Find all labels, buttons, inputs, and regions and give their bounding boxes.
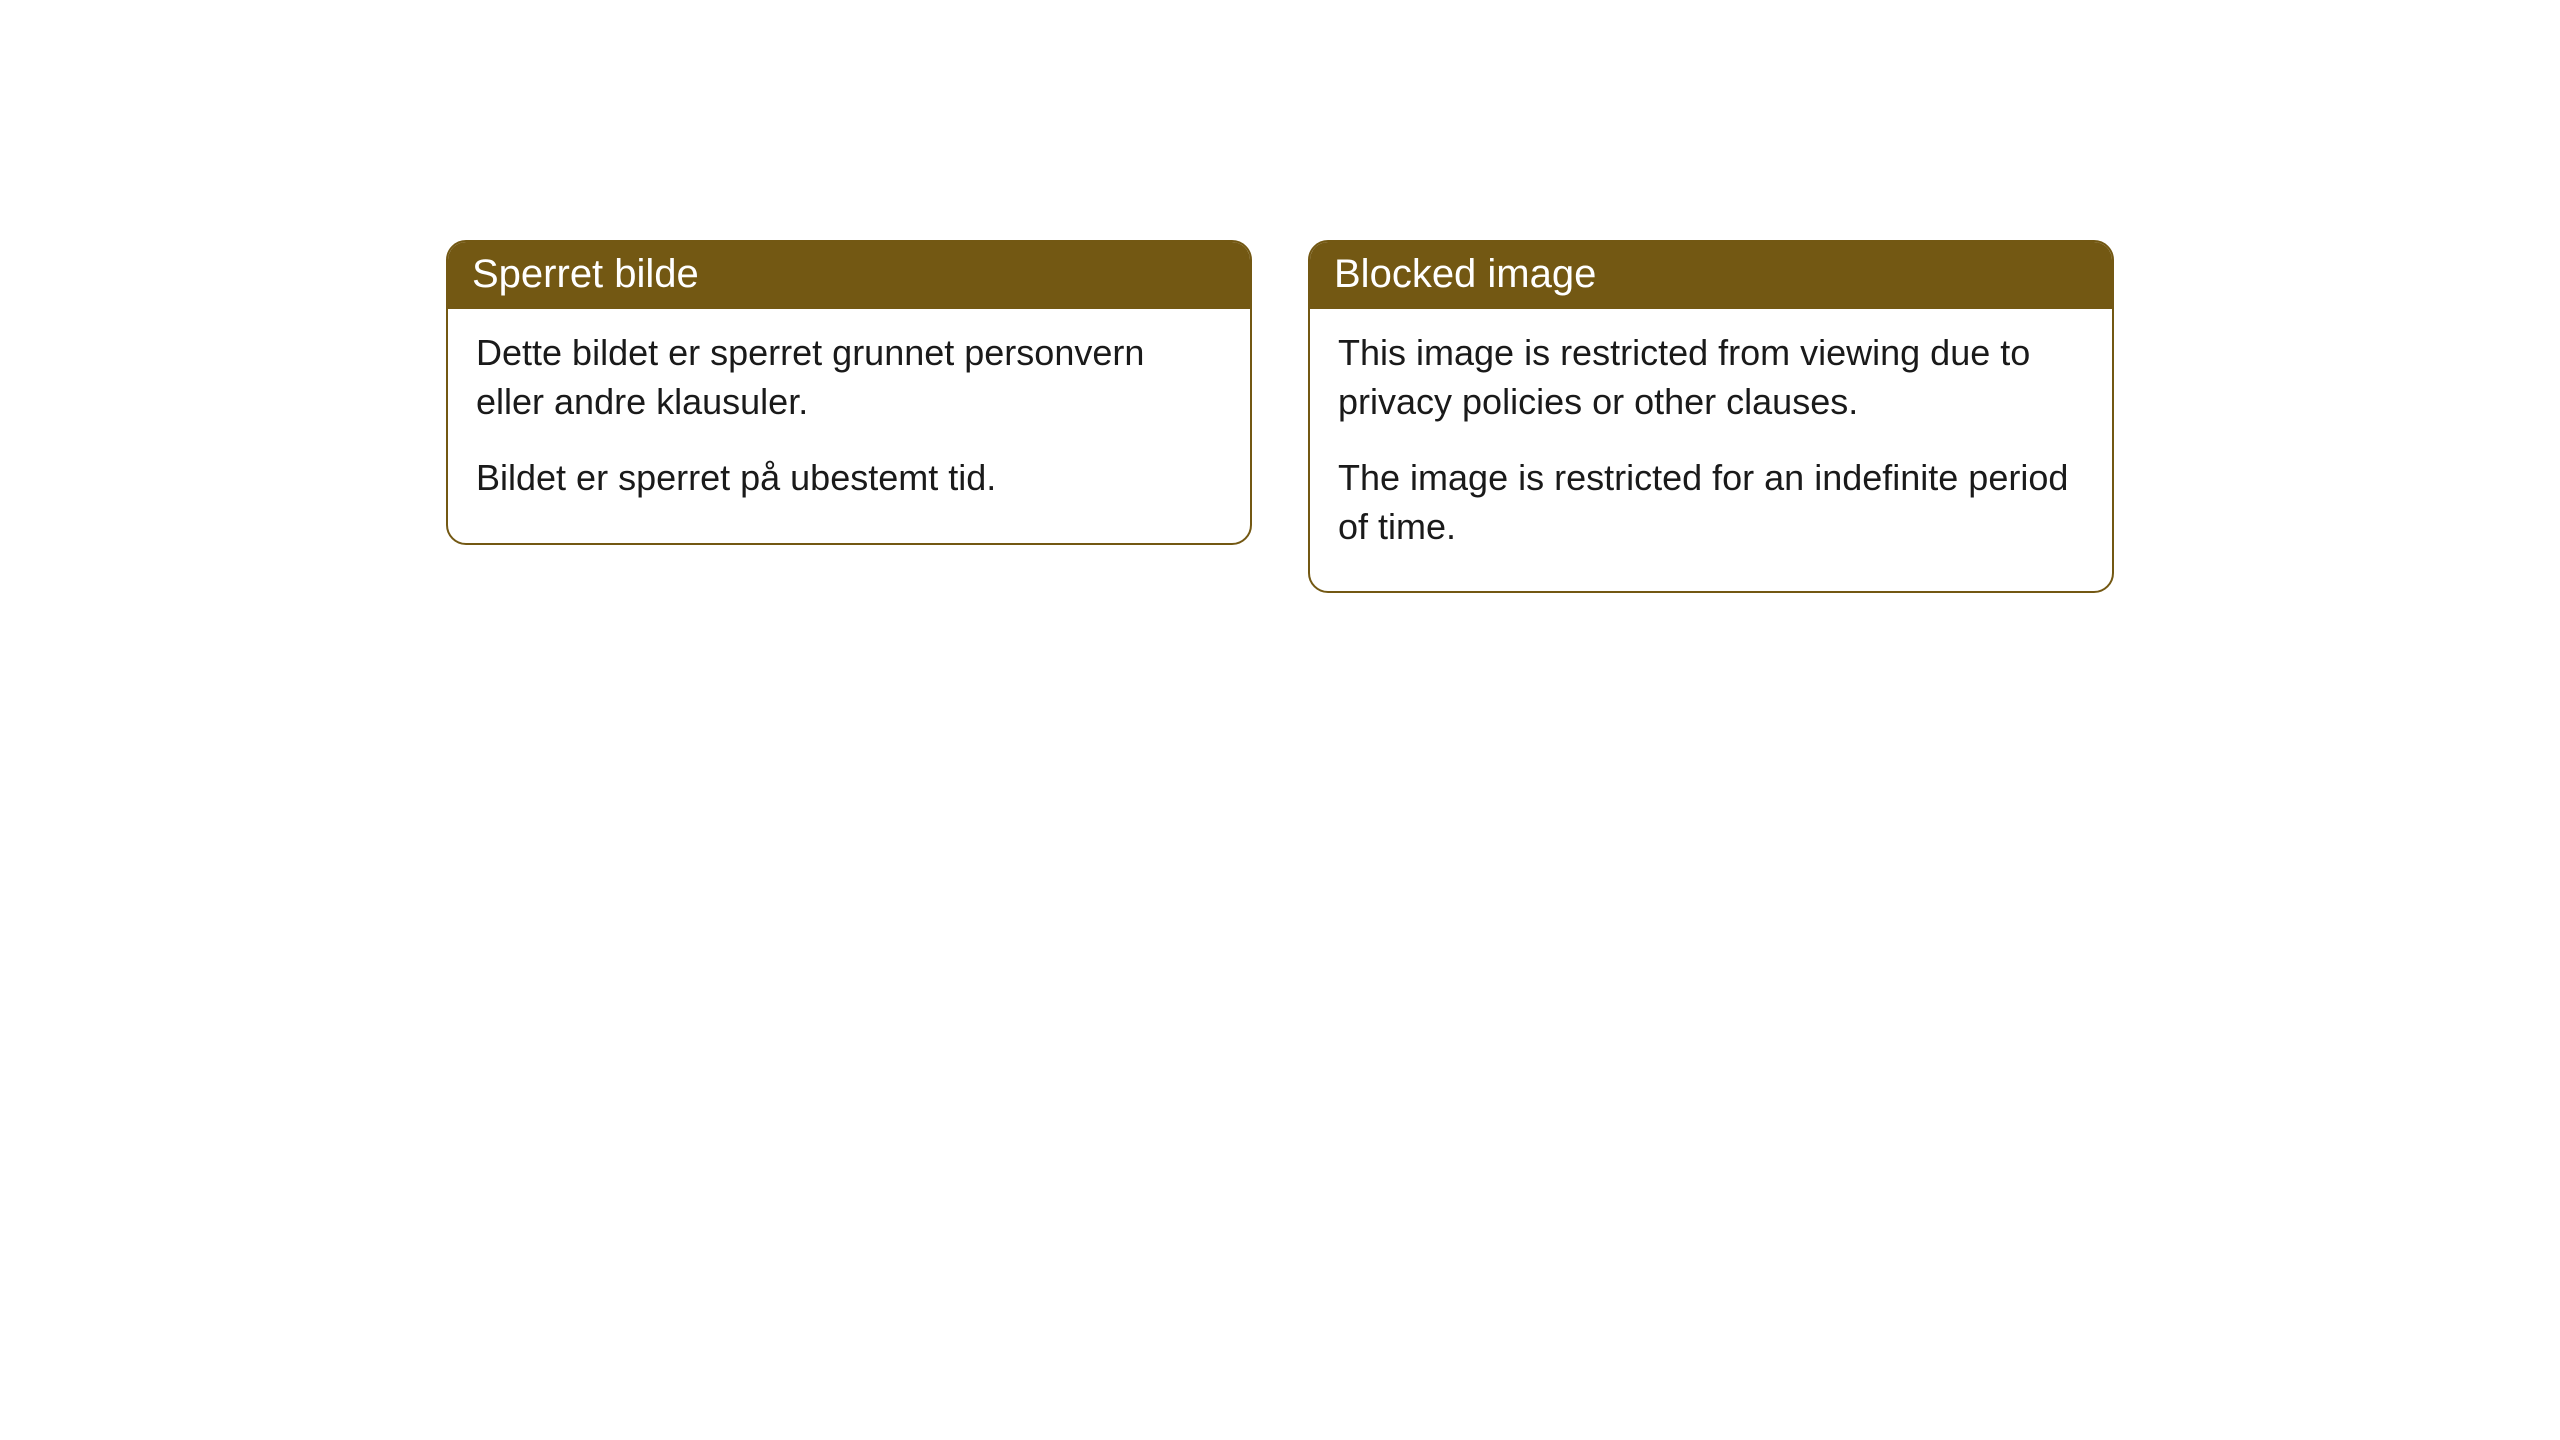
blocked-image-card-en: Blocked image This image is restricted f… bbox=[1308, 240, 2114, 593]
card-paragraph-1: Dette bildet er sperret grunnet personve… bbox=[476, 329, 1222, 426]
card-header: Blocked image bbox=[1310, 242, 2112, 309]
card-paragraph-1: This image is restricted from viewing du… bbox=[1338, 329, 2084, 426]
blocked-image-card-no: Sperret bilde Dette bildet er sperret gr… bbox=[446, 240, 1252, 545]
card-body: Dette bildet er sperret grunnet personve… bbox=[448, 309, 1250, 543]
card-paragraph-2: Bildet er sperret på ubestemt tid. bbox=[476, 454, 1222, 503]
card-paragraph-2: The image is restricted for an indefinit… bbox=[1338, 454, 2084, 551]
card-header: Sperret bilde bbox=[448, 242, 1250, 309]
notice-cards-container: Sperret bilde Dette bildet er sperret gr… bbox=[446, 240, 2114, 1440]
card-body: This image is restricted from viewing du… bbox=[1310, 309, 2112, 591]
